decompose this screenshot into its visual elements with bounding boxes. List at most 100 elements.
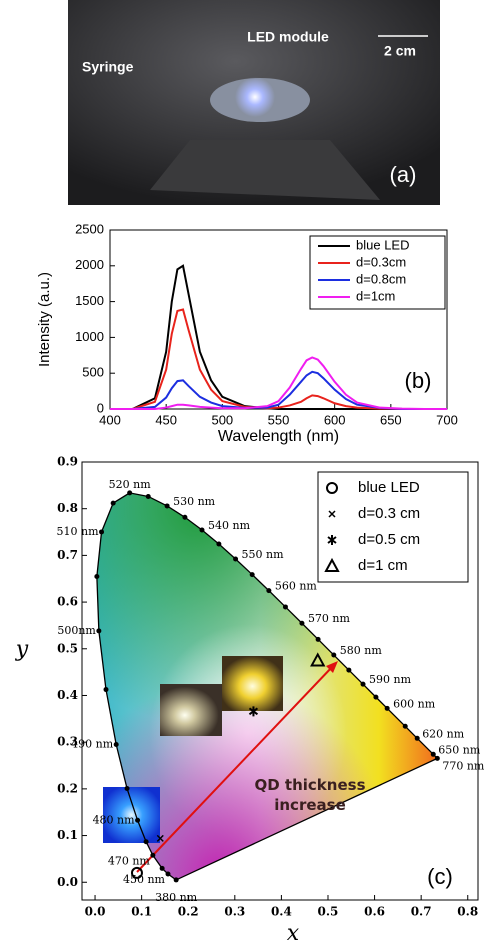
locus-point (434, 755, 440, 761)
locus-label: 600 nm (393, 697, 436, 710)
locus-point (124, 786, 130, 792)
x-tick-label: 450 (155, 412, 177, 427)
locus-point (159, 865, 165, 871)
locus-label: 770 nm (442, 759, 485, 772)
locus-point (430, 751, 436, 757)
locus-point (165, 871, 171, 877)
y-tick-label: 0.4 (57, 688, 78, 702)
legend-marker (327, 535, 337, 545)
locus-point (266, 588, 272, 594)
panel-label: (b) (405, 368, 432, 393)
x-tick-label: 700 (436, 412, 458, 427)
x-axis-label: Wavelength (nm) (218, 428, 339, 445)
x-tick-label: 0.7 (411, 905, 432, 919)
y-tick-label: 0.6 (57, 595, 78, 609)
locus-label: 620 nm (422, 727, 465, 740)
y-tick-label: 0.8 (57, 501, 78, 515)
locus-point (143, 839, 149, 845)
locus-point (402, 723, 408, 729)
legend-label: blue LED (356, 237, 409, 252)
series-line (110, 356, 447, 410)
y-tick-label: 1500 (75, 293, 104, 308)
locus-label: 650 nm (438, 743, 481, 756)
locus-point (127, 490, 133, 496)
legend (317, 471, 469, 583)
x-tick-label: 550 (268, 412, 290, 427)
locus-point (164, 503, 170, 509)
legend-label: d=0.3 cm (358, 505, 420, 522)
locus-point (384, 705, 390, 711)
locus-point (173, 877, 179, 883)
locus-point (299, 620, 305, 626)
inset-photo (103, 787, 160, 843)
x-tick-label: 650 (380, 412, 402, 427)
locus-label: 560 nm (275, 580, 318, 593)
y-tick-label: 500 (82, 365, 104, 380)
y-axis-label: Intensity (a.u.) (36, 272, 53, 367)
locus-point (135, 817, 141, 823)
y-tick-label: 2000 (75, 257, 104, 272)
x-tick-label: 0.3 (224, 905, 245, 919)
locus-label: 450 nm (123, 873, 166, 886)
annotation: QD thickness increase (254, 776, 366, 814)
locus-point (110, 500, 116, 506)
y-tick-label: 0.3 (57, 735, 78, 749)
locus-label: 570 nm (308, 612, 351, 625)
series-line (110, 264, 447, 410)
locus-point (315, 636, 321, 642)
locus-point (145, 493, 151, 499)
x-axis-label: x (287, 921, 300, 943)
y-tick-label: 2500 (75, 221, 104, 236)
locus-label: 590 nm (369, 673, 412, 686)
y-tick-label: 1000 (75, 329, 104, 344)
locus-point (216, 541, 222, 547)
locus-label: 580 nm (340, 644, 383, 657)
locus-label: 510 nm (57, 525, 100, 538)
legend-marker (324, 557, 340, 572)
series-line (110, 370, 447, 410)
locus-label: 520 nm (109, 478, 152, 491)
locus-point (150, 852, 156, 858)
marker (248, 706, 259, 717)
legend-marker (328, 510, 336, 518)
x-tick-label: 0.1 (131, 905, 152, 919)
y-tick-label: 0.1 (57, 828, 78, 842)
x-tick-label: 400 (99, 412, 121, 427)
legend-label: d=1cm (356, 288, 395, 303)
marker (130, 866, 143, 879)
locus-point (96, 628, 102, 634)
panel-label: (a) (390, 162, 417, 187)
locus-label: 480 nm (93, 813, 136, 826)
locus-label: 540 nm (208, 519, 251, 532)
inset-photo (222, 656, 283, 711)
photo-label: Syringe (82, 59, 134, 75)
locus-label: 500nm (57, 624, 96, 637)
x-tick-label: 0.5 (318, 905, 339, 919)
arrow (136, 665, 334, 873)
legend-label: d=1 cm (358, 557, 408, 574)
locus-point (182, 514, 188, 520)
x-tick-label: 0.2 (178, 905, 199, 919)
inset-photo (160, 684, 222, 736)
legend-label: d=0.8cm (356, 271, 406, 286)
arrow-head (326, 661, 338, 673)
photo-plate (150, 140, 380, 200)
locus-label: 530 nm (173, 495, 216, 508)
x-tick-label: 500 (211, 412, 233, 427)
legend-label: d=0.3cm (356, 254, 406, 269)
y-tick-label: 0.0 (57, 875, 78, 889)
locus-point (103, 687, 109, 693)
x-tick-label: 0.6 (364, 905, 385, 919)
y-tick-label: 0.9 (57, 455, 78, 469)
locus-point (233, 556, 239, 562)
locus-point (113, 742, 119, 748)
x-tick-label: 600 (324, 412, 346, 427)
locus-point (414, 735, 420, 741)
photo-label: LED module (247, 29, 329, 45)
locus-label: 550 nm (242, 548, 285, 561)
panel-label: (c) (427, 864, 453, 889)
y-axis-label: y (15, 637, 29, 662)
legend-label: blue LED (358, 479, 420, 496)
y-tick-label: 0.5 (57, 641, 78, 655)
